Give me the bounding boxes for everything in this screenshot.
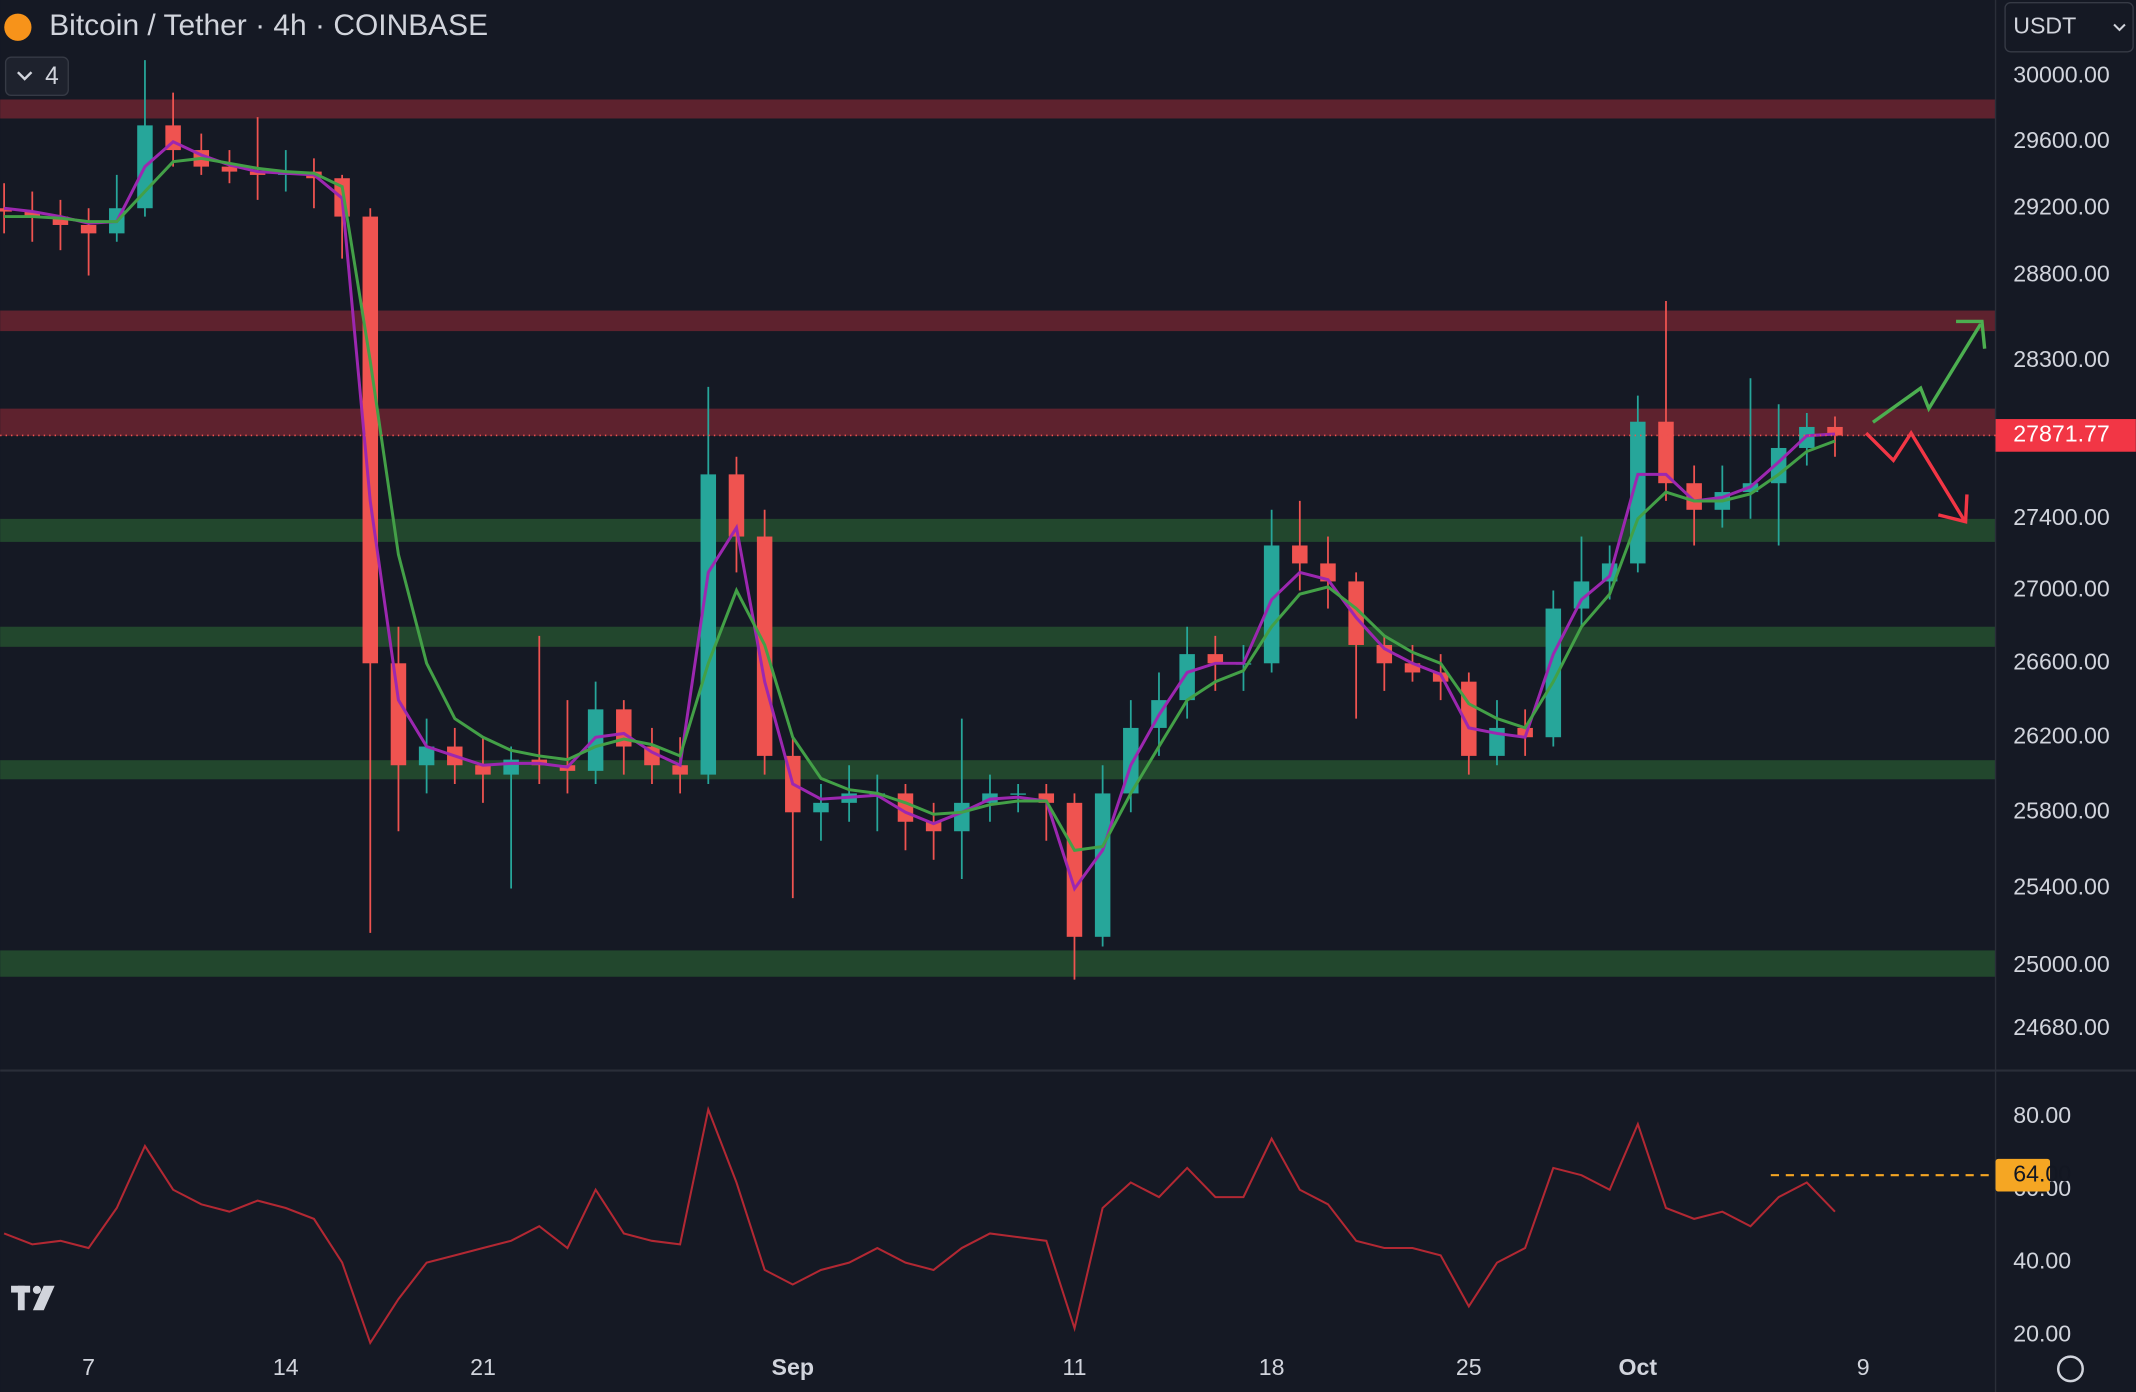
bear-arrow [1864, 429, 1966, 522]
settings-icon[interactable] [2056, 1355, 2084, 1383]
x-tick-label: 7 [82, 1354, 95, 1380]
x-tick-label: Sep [772, 1354, 814, 1380]
candle-body [1207, 654, 1224, 664]
candle-body [1686, 483, 1702, 510]
candle-body [587, 709, 604, 771]
bull-arrow-head [1956, 319, 1987, 349]
zone [0, 408, 1996, 436]
y-tick-label: 28300.00 [2013, 346, 2110, 372]
x-tick-label: 9 [1857, 1354, 1870, 1380]
candle-body [1320, 563, 1336, 582]
candle-body [925, 821, 942, 832]
y-tick-label: 26200.00 [2013, 722, 2110, 748]
y-tick-label: 27400.00 [2013, 504, 2110, 530]
candle-body [1094, 793, 1111, 937]
indicator-toggle[interactable] [4, 56, 69, 97]
candle-body [672, 765, 688, 775]
candle-body [1263, 545, 1280, 664]
x-tick-label: 25 [1456, 1354, 1482, 1380]
plot [0, 60, 1843, 1346]
x-tick-label: 21 [470, 1354, 496, 1380]
x-tick-label: 18 [1259, 1354, 1285, 1380]
rsi-line [3, 1105, 1836, 1346]
y-tick-label: 30000.00 [2013, 61, 2110, 87]
rsi-level-label: 64.00 [2013, 1160, 2071, 1186]
y-tick-label: 28800.00 [2013, 261, 2110, 287]
candle-body [249, 171, 266, 175]
chevron [17, 71, 33, 81]
candle-body [390, 663, 407, 766]
candle-body [1010, 793, 1026, 795]
candle-body [52, 216, 69, 225]
zone [0, 518, 1996, 542]
candle-body [1038, 793, 1055, 803]
bull-arrow [1871, 323, 1983, 424]
currency-button[interactable] [2004, 2, 2134, 53]
candle-body [24, 211, 41, 217]
rsi-tick-label: 80.00 [2013, 1102, 2071, 1128]
zone [0, 310, 1996, 332]
candle-body [813, 802, 829, 813]
y-tick-label: 27000.00 [2013, 576, 2110, 602]
last-price-label: 27871.77 [2013, 421, 2110, 447]
coin-icon [4, 13, 32, 41]
y-tick-label: 24680.00 [2013, 1014, 2110, 1040]
candle-body [1292, 545, 1308, 564]
candle-body [418, 746, 435, 766]
y-tick-label: 25000.00 [2013, 951, 2110, 977]
candle-body [1066, 802, 1083, 937]
y-tick-label: 29200.00 [2013, 193, 2110, 219]
currency: USDT [2013, 12, 2076, 38]
candle-body [1348, 581, 1364, 645]
candle-body [475, 765, 491, 775]
chart-title: Bitcoin / Tether · 4h · COINBASE [49, 9, 488, 42]
candle-body [1573, 581, 1590, 609]
bear-arrow-head [1937, 494, 1969, 524]
rsi-tick-label: 40.00 [2013, 1248, 2071, 1274]
zone [0, 626, 1996, 647]
moving-average [4, 156, 1836, 852]
candle-body [503, 759, 519, 775]
zone [0, 760, 1996, 780]
moving-average [3, 140, 1836, 892]
chevron [2113, 23, 2126, 32]
y-tick-label: 25800.00 [2013, 797, 2110, 823]
candle-body [80, 224, 97, 234]
last-price-box [1995, 419, 2136, 452]
candle-body [1545, 608, 1562, 738]
candle-body [1658, 421, 1674, 484]
indicator-count: 4 [45, 63, 59, 90]
x-tick-label: 11 [1062, 1354, 1086, 1380]
zone [0, 99, 1996, 119]
rsi-level-box [1995, 1158, 2051, 1192]
x-tick-label: Oct [1619, 1354, 1658, 1380]
y-tick-label: 29600.00 [2013, 127, 2110, 153]
y-tick-label: 25400.00 [2013, 874, 2110, 900]
zone [0, 950, 1996, 977]
candle-body [700, 474, 717, 775]
candle-body [728, 474, 745, 537]
candle-body [1179, 654, 1195, 701]
y-tick-label: 26600.00 [2013, 648, 2110, 674]
candle-body [1827, 426, 1843, 436]
x-tick-label: 14 [273, 1354, 299, 1380]
candle-body [1404, 663, 1421, 673]
rsi-tick-label: 20.00 [2013, 1321, 2071, 1347]
logo [11, 1285, 55, 1311]
candle-body [954, 802, 970, 832]
candle-body [221, 166, 238, 172]
